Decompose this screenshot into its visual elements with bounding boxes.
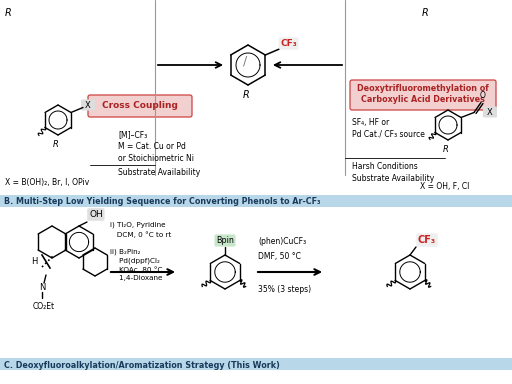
Text: SF₄, HF or
Pd Cat./ CF₃ source: SF₄, HF or Pd Cat./ CF₃ source bbox=[352, 118, 425, 139]
Text: Deoxytrifluoromethylation of
Carboxylic Acid Derivatives: Deoxytrifluoromethylation of Carboxylic … bbox=[357, 84, 489, 104]
Text: H: H bbox=[31, 258, 37, 266]
Text: X = B(OH)₂, Br, I, OPiv: X = B(OH)₂, Br, I, OPiv bbox=[5, 178, 89, 187]
Text: X: X bbox=[85, 101, 91, 110]
Text: R: R bbox=[422, 8, 429, 18]
Text: R: R bbox=[243, 90, 249, 100]
Text: Cross Coupling: Cross Coupling bbox=[102, 101, 178, 109]
Text: CF₃: CF₃ bbox=[281, 39, 297, 48]
Text: CO₂Et: CO₂Et bbox=[33, 302, 55, 311]
FancyBboxPatch shape bbox=[350, 80, 496, 110]
Text: CF₃: CF₃ bbox=[418, 235, 436, 245]
FancyBboxPatch shape bbox=[88, 95, 192, 117]
Text: B. Multi-Step Low Yielding Sequence for Converting Phenols to Ar-CF₃: B. Multi-Step Low Yielding Sequence for … bbox=[4, 197, 321, 207]
Text: 35% (3 steps): 35% (3 steps) bbox=[258, 285, 311, 294]
Bar bbox=[0, 358, 512, 370]
Text: [M]–CF₃
M = Cat. Cu or Pd
or Stoichiometric Ni: [M]–CF₃ M = Cat. Cu or Pd or Stoichiomet… bbox=[118, 130, 194, 162]
Text: /: / bbox=[243, 55, 247, 68]
Text: Harsh Conditions
Substrate Availability: Harsh Conditions Substrate Availability bbox=[352, 162, 434, 183]
Text: N: N bbox=[39, 283, 45, 293]
Text: (phen)CuCF₃: (phen)CuCF₃ bbox=[258, 237, 306, 246]
FancyBboxPatch shape bbox=[483, 106, 497, 118]
Text: R: R bbox=[5, 8, 12, 18]
Bar bbox=[0, 195, 512, 207]
Text: DMF, 50 °C: DMF, 50 °C bbox=[258, 252, 301, 261]
Text: R: R bbox=[53, 140, 59, 149]
Text: X: X bbox=[487, 108, 493, 117]
FancyBboxPatch shape bbox=[81, 99, 95, 111]
Text: O: O bbox=[480, 91, 486, 101]
Text: Substrate Availability: Substrate Availability bbox=[118, 168, 200, 177]
Text: OH: OH bbox=[89, 210, 103, 219]
Text: Bpin: Bpin bbox=[216, 236, 234, 245]
Text: C. Deoxyfluoroalkylation/Aromatization Strategy (This Work): C. Deoxyfluoroalkylation/Aromatization S… bbox=[4, 361, 280, 369]
Text: i) Tl₂O, Pyridine
   DCM, 0 °C to rt

ii) B₂Pin₂
    Pd(dppf)Cl₂
    KOAc, 80 °C: i) Tl₂O, Pyridine DCM, 0 °C to rt ii) B₂… bbox=[110, 222, 172, 281]
Text: R: R bbox=[443, 145, 449, 154]
Text: X = OH, F, Cl: X = OH, F, Cl bbox=[420, 182, 470, 191]
